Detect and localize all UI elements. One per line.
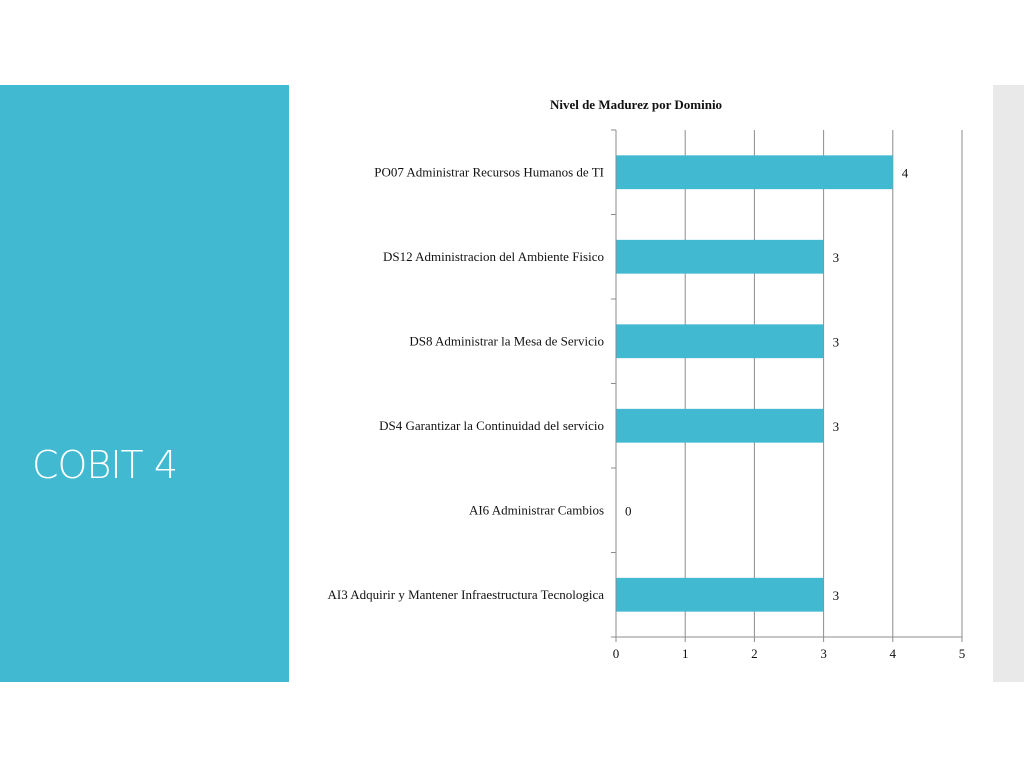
x-tick-label: 3 <box>820 646 827 661</box>
chart-title: Nivel de Madurez por Dominio <box>550 97 722 112</box>
x-tick-label: 1 <box>682 646 689 661</box>
slide-title: COBIT 4 <box>32 443 178 487</box>
data-label: 0 <box>625 503 632 518</box>
data-label: 3 <box>833 334 840 349</box>
bar <box>616 408 824 443</box>
bar <box>616 324 824 359</box>
data-label: 3 <box>833 250 840 265</box>
data-label: 3 <box>833 419 840 434</box>
side-strip <box>993 85 1024 682</box>
x-tick-label: 4 <box>890 646 897 661</box>
category-label: DS8 Administrar la Mesa de Servicio <box>409 333 604 348</box>
x-tick-label: 0 <box>613 646 620 661</box>
chart: Nivel de Madurez por Dominio PO07 Admini… <box>289 85 993 682</box>
category-label: AI6 Administrar Cambios <box>469 502 604 517</box>
title-panel: COBIT 4 <box>0 85 289 682</box>
bar-chart: Nivel de Madurez por Dominio PO07 Admini… <box>328 97 966 661</box>
data-label: 4 <box>902 165 909 180</box>
category-label: DS12 Administracion del Ambiente Fisico <box>383 249 604 264</box>
bar <box>616 155 893 190</box>
category-label: AI3 Adquirir y Mantener Infraestructura … <box>328 587 605 602</box>
bar <box>616 577 824 612</box>
category-label: DS4 Garantizar la Continuidad del servic… <box>379 418 604 433</box>
x-tick-label: 5 <box>959 646 966 661</box>
x-tick-label: 2 <box>751 646 758 661</box>
category-label: PO07 Administrar Recursos Humanos de TI <box>374 164 604 179</box>
data-label: 3 <box>833 588 840 603</box>
bar <box>616 239 824 274</box>
